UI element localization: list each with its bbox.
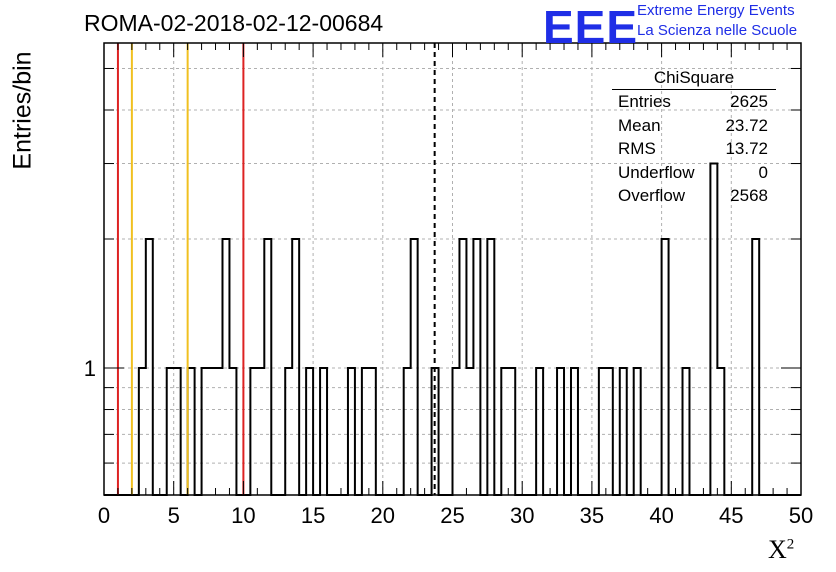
x-tick-label: 15: [301, 503, 325, 528]
logo-line-1: Extreme Energy Events: [637, 2, 795, 19]
x-tick-label: 10: [231, 503, 255, 528]
run-title: ROMA-02-2018-02-12-00684: [84, 10, 384, 36]
histogram-bar: [264, 239, 271, 495]
stats-box: ChiSquare Entries 2625 Mean 23.72 RMS 13.72…: [612, 68, 776, 208]
histogram-bar: [146, 239, 153, 495]
x-tick-label: 40: [649, 503, 673, 528]
histogram-bar: [292, 239, 299, 495]
x-tick-label: 25: [440, 503, 464, 528]
x-tick-label: 30: [510, 503, 534, 528]
histogram-bar: [362, 368, 369, 495]
histogram-bar: [404, 368, 411, 495]
y-tick-label: 1: [84, 356, 96, 381]
histogram-bar: [348, 368, 355, 495]
histogram-bar: [411, 239, 418, 495]
x-tick-label: 0: [98, 503, 110, 528]
stats-row: Entries 2625: [612, 90, 776, 114]
histogram-bar: [257, 368, 264, 495]
histogram-bar: [501, 368, 508, 495]
stats-row: RMS 13.72: [612, 137, 776, 161]
x-tick-label: 50: [789, 503, 813, 528]
histogram-bar: [250, 368, 257, 495]
histogram-bar: [202, 368, 209, 495]
histogram-bar: [620, 368, 627, 495]
histogram-bar: [557, 368, 564, 495]
stats-label: Overflow: [618, 186, 686, 205]
histogram-bar: [453, 368, 460, 495]
x-tick-label: 35: [580, 503, 604, 528]
histogram-bar: [167, 368, 174, 495]
histogram-bar: [717, 368, 724, 495]
histogram-bar: [285, 368, 292, 495]
histogram-bar: [571, 368, 578, 495]
y-axis-label: Entries/bin: [8, 51, 37, 170]
histogram-bar: [216, 368, 223, 495]
stats-value: 0: [758, 162, 768, 182]
histogram-bar: [459, 239, 466, 495]
stats-title: ChiSquare: [612, 68, 776, 90]
histogram-bar: [752, 239, 759, 495]
histogram-bar: [606, 368, 613, 495]
stats-value: 23.72: [725, 115, 768, 135]
histogram-bar: [487, 239, 494, 495]
histogram-bar: [306, 368, 313, 495]
x-axis-label-base: X: [768, 535, 787, 564]
histogram-bar: [174, 368, 181, 495]
stats-row: Mean 23.72: [612, 114, 776, 138]
stats-label: Entries: [618, 92, 671, 111]
stats-value: 13.72: [725, 139, 768, 158]
x-axis-label: X2: [768, 535, 794, 565]
histogram-bar: [536, 368, 543, 495]
stats-row: Overflow 2568: [612, 184, 776, 208]
stats-value: 2568: [730, 186, 768, 205]
histogram-bar: [599, 368, 606, 495]
x-tick-label: 45: [719, 503, 743, 528]
eee-logo: EEE: [543, 1, 639, 53]
histogram-bar: [209, 368, 216, 495]
histogram-bar: [466, 368, 473, 495]
logo-line-2: La Scienza nelle Scuole: [637, 22, 798, 39]
x-tick-label: 5: [168, 503, 180, 528]
histogram-bar: [320, 368, 327, 495]
histogram-bar: [473, 239, 480, 495]
stats-value: 2625: [730, 92, 768, 111]
x-tick-label: 20: [371, 503, 395, 528]
histogram-bar: [634, 368, 641, 495]
histogram-bar: [139, 368, 146, 495]
histogram-bar: [369, 368, 376, 495]
stats-label: RMS: [618, 139, 656, 158]
histogram-bar: [229, 368, 236, 495]
histogram-bar: [683, 368, 690, 495]
stats-row: Underflow 0: [612, 161, 776, 185]
x-axis-label-exponent: 2: [786, 536, 795, 553]
histogram-bar: [508, 368, 515, 495]
histogram-bar: [222, 239, 229, 495]
histogram-bar: [188, 368, 195, 495]
histogram-bar: [710, 164, 717, 495]
histogram-bar: [662, 239, 669, 495]
stats-label: Underflow: [618, 162, 695, 182]
stats-label: Mean: [618, 115, 661, 135]
